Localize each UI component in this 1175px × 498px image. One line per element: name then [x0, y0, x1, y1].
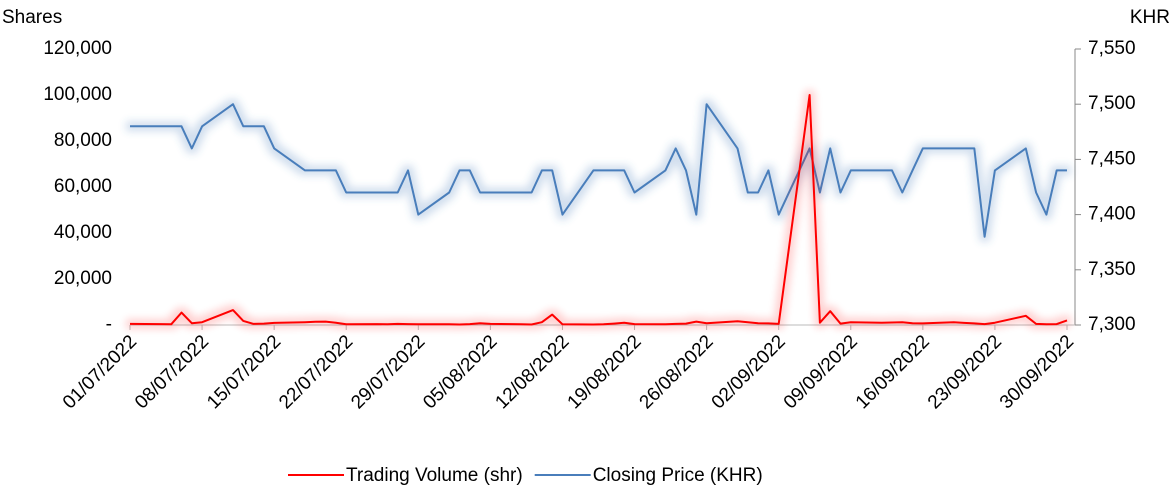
x-tick-label: 26/08/2022 — [636, 331, 718, 413]
x-tick-label: 12/08/2022 — [491, 331, 573, 413]
y-tick-label: 60,000 — [54, 176, 112, 197]
x-tick-label: 01/07/2022 — [59, 331, 141, 413]
y-tick-label: - — [106, 314, 112, 335]
legend-label: Trading Volume (shr) — [346, 465, 523, 486]
x-tick-label: 05/08/2022 — [419, 331, 501, 413]
y2-tick-label: 7,350 — [1088, 259, 1136, 280]
y-tick-label: 20,000 — [54, 268, 112, 289]
series-line — [129, 94, 1068, 326]
x-tick-label: 30/09/2022 — [996, 331, 1078, 413]
y2-tick-label: 7,300 — [1088, 314, 1136, 335]
y-tick-label: 80,000 — [54, 130, 112, 151]
y2-tick-label: 7,550 — [1088, 38, 1136, 59]
x-tick-label: 09/09/2022 — [780, 331, 862, 413]
legend-label: Closing Price (KHR) — [593, 465, 763, 486]
y2-tick-label: 7,500 — [1088, 93, 1136, 114]
x-tick-label: 23/09/2022 — [924, 331, 1006, 413]
x-tick-label: 29/07/2022 — [347, 331, 429, 413]
x-tick-label: 16/09/2022 — [852, 331, 934, 413]
x-tick-label: 08/07/2022 — [131, 331, 213, 413]
y2-axis-label: KHR — [1130, 7, 1170, 28]
series-line — [130, 103, 1067, 238]
y-tick-label: 120,000 — [43, 38, 112, 59]
x-tick-label: 15/07/2022 — [203, 331, 285, 413]
y-axis-label: Shares — [2, 7, 62, 28]
y-tick-label: 40,000 — [54, 222, 112, 243]
y-tick-label: 100,000 — [43, 84, 112, 105]
y2-tick-label: 7,400 — [1088, 204, 1136, 225]
x-tick-label: 19/08/2022 — [564, 331, 646, 413]
y2-tick-label: 7,450 — [1088, 148, 1136, 169]
x-tick-label: 22/07/2022 — [275, 331, 357, 413]
x-tick-label: 02/09/2022 — [708, 331, 790, 413]
